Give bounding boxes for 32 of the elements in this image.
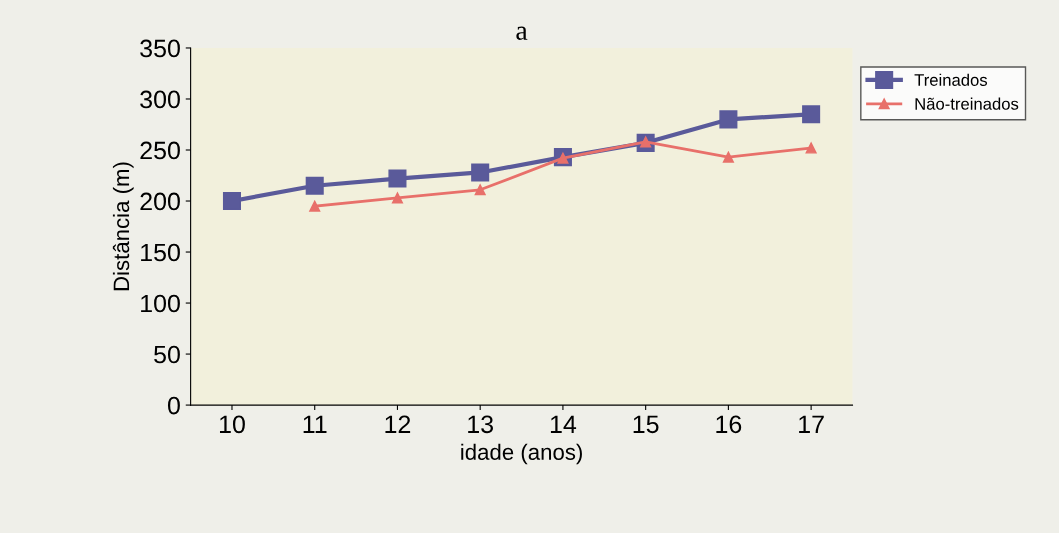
point (305, 176, 324, 195)
y-tick-label: 300 (140, 90, 180, 109)
chart-title: a (516, 26, 528, 40)
y-tick-label: 150 (141, 243, 180, 262)
y-tick-label: 200 (140, 192, 180, 211)
point (474, 184, 486, 196)
x-axis-title: idade (anos) (461, 443, 582, 465)
point (391, 192, 404, 204)
x-tick-label: 16 (716, 415, 742, 434)
point (805, 142, 817, 154)
point (309, 200, 321, 212)
y-tick-label: 350 (140, 39, 180, 58)
point (722, 151, 734, 163)
x-tick-label: 12 (385, 415, 411, 433)
y-tick-label: 250 (140, 141, 180, 160)
point (388, 169, 407, 188)
x-tick-label: 17 (799, 415, 824, 433)
y-tick-label: 100 (141, 294, 180, 313)
y-tick-label: 50 (154, 345, 180, 364)
point (471, 163, 490, 182)
legend-label: Treinados (914, 73, 988, 86)
x-tick-label: 14 (550, 415, 577, 433)
point (719, 110, 738, 129)
x-tick-label: 13 (468, 415, 493, 434)
y-tick-label: 0 (167, 396, 180, 415)
point (802, 105, 821, 124)
x-tick-label: 10 (219, 415, 245, 434)
point (222, 191, 242, 211)
y-axis-title: Distância (m) (112, 162, 134, 291)
x-tick-label: 11 (303, 415, 327, 433)
legend-label: Não-treinados (915, 97, 1019, 110)
x-tick-label: 15 (633, 415, 659, 434)
